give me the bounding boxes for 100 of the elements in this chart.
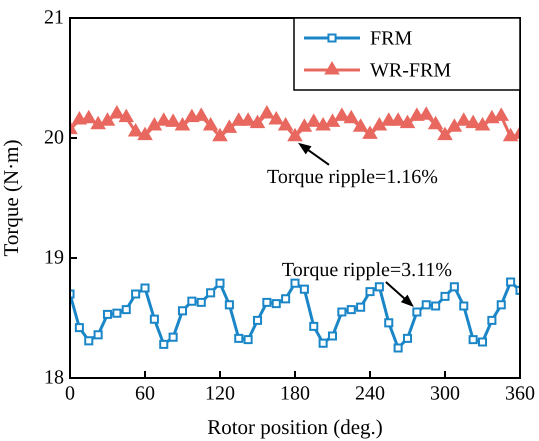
point [466, 116, 480, 128]
point [328, 331, 338, 341]
point [306, 114, 321, 127]
point [175, 118, 190, 130]
point [128, 124, 143, 136]
point [206, 288, 216, 298]
x-tick-label: 120 [205, 382, 235, 404]
point [272, 299, 281, 308]
point [384, 318, 394, 328]
point [422, 300, 431, 310]
point [215, 278, 225, 288]
point [100, 113, 115, 126]
point [372, 118, 386, 130]
legend-label: FRM [370, 27, 412, 50]
y-tick-label: 19 [44, 246, 64, 268]
point [506, 277, 516, 287]
point [459, 301, 468, 311]
point [325, 114, 340, 127]
point [110, 106, 124, 118]
point [318, 338, 328, 348]
point [224, 300, 234, 310]
point [468, 335, 478, 344]
point [394, 343, 403, 353]
point [122, 305, 131, 314]
point [440, 292, 450, 301]
point [400, 116, 415, 128]
point [484, 110, 499, 124]
point [391, 113, 406, 126]
point [150, 314, 159, 324]
point [212, 128, 228, 142]
point [356, 302, 366, 312]
legend-label: WR-FRM [370, 59, 452, 82]
point [168, 332, 178, 342]
point [269, 112, 284, 124]
point [487, 316, 496, 325]
point [346, 305, 356, 314]
point [222, 120, 236, 133]
point [447, 119, 462, 132]
point [438, 128, 452, 140]
y-axis-title: Torque (N·m) [0, 140, 24, 256]
point [234, 334, 244, 343]
annotation: Torque ripple=3.11% [282, 259, 452, 281]
point [252, 316, 262, 325]
x-tick-label: 60 [135, 382, 155, 404]
y-tick-label: 20 [44, 126, 64, 148]
point [166, 114, 180, 127]
point [262, 298, 272, 307]
point [74, 323, 84, 332]
point [102, 310, 112, 319]
x-tick-label: 300 [430, 382, 460, 404]
point [260, 106, 274, 118]
point [494, 108, 508, 121]
point [147, 118, 162, 130]
point [337, 307, 346, 317]
point [178, 306, 188, 316]
point [278, 118, 293, 130]
point [281, 294, 290, 304]
x-tick-label: 180 [280, 382, 310, 404]
point [138, 128, 152, 140]
point [402, 334, 412, 343]
point [250, 116, 265, 128]
point [478, 337, 488, 347]
point [112, 308, 122, 318]
point [374, 282, 384, 292]
x-axis-title: Rotor position (deg.) [207, 414, 383, 439]
point [428, 116, 443, 130]
point [475, 118, 490, 130]
point [204, 118, 218, 130]
point [354, 119, 368, 132]
x-tick-label: 360 [505, 382, 535, 404]
point [91, 116, 106, 130]
point [297, 119, 312, 132]
point [431, 301, 440, 311]
x-tick-label: 240 [355, 382, 385, 404]
point [450, 282, 459, 292]
point [334, 108, 349, 121]
point [244, 335, 253, 344]
point [131, 289, 140, 299]
point [309, 322, 318, 331]
point [187, 296, 196, 306]
y-tick-label: 21 [44, 6, 64, 28]
annotation: Torque ripple=1.16% [267, 166, 438, 188]
point [241, 113, 256, 126]
point [300, 284, 309, 294]
point [84, 336, 94, 346]
point [196, 298, 206, 307]
point [456, 113, 471, 126]
point [119, 110, 134, 122]
point [94, 330, 103, 340]
point [316, 118, 330, 130]
point [159, 340, 168, 349]
point [344, 110, 358, 124]
point [362, 126, 378, 139]
y-tick-label: 18 [44, 366, 64, 388]
point [496, 300, 506, 310]
point [288, 128, 302, 142]
point [412, 307, 422, 317]
x-tick-label: 0 [65, 382, 75, 404]
point [140, 283, 150, 293]
point [365, 287, 375, 296]
